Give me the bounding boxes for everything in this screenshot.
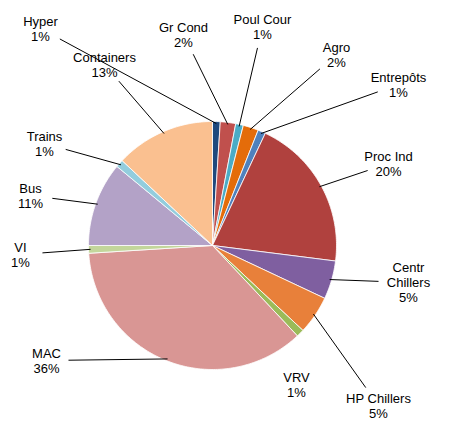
svg-text:Agro2%: Agro2% [323,40,350,70]
svg-text:CentrChillers5%: CentrChillers5% [387,260,431,305]
svg-text:Hyper1%: Hyper1% [23,14,58,44]
svg-text:Containers13%: Containers13% [73,50,136,80]
svg-text:Entrepôts1%: Entrepôts1% [371,70,427,100]
svg-text:Gr Cond2%: Gr Cond2% [159,20,208,50]
svg-text:Proc Ind20%: Proc Ind20% [364,149,412,179]
svg-text:VRV1%: VRV1% [283,370,310,400]
svg-text:MAC36%: MAC36% [32,346,61,376]
svg-text:Trains1%: Trains1% [27,129,63,159]
svg-text:Poul Cour1%: Poul Cour1% [234,12,292,42]
svg-text:VI1%: VI1% [11,240,30,270]
svg-text:HP Chillers5%: HP Chillers5% [346,391,411,421]
svg-text:Bus11%: Bus11% [18,181,43,211]
